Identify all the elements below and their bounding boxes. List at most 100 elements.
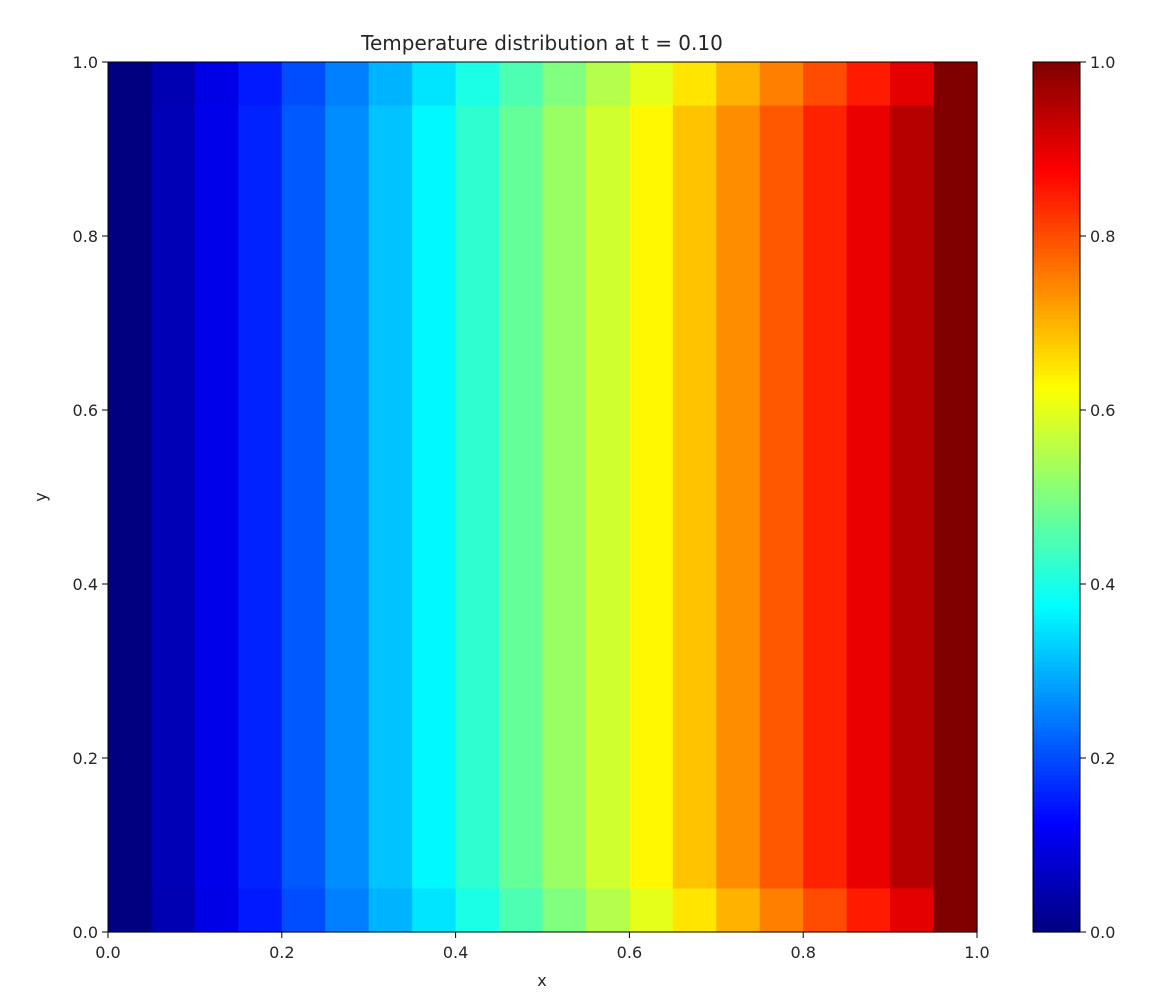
heatmap-cell — [629, 888, 674, 933]
heatmap-cell — [368, 888, 413, 933]
colorbar-segment — [1033, 392, 1080, 398]
heatmap-cell — [585, 323, 630, 368]
heatmap-cell — [629, 540, 674, 585]
heatmap-cell — [672, 410, 717, 455]
heatmap-cell — [933, 758, 978, 803]
heatmap-cell — [846, 105, 891, 150]
heatmap-cell — [499, 323, 544, 368]
x-axis-ticks: 0.0 0.2 0.4 0.6 0.8 1.0 — [95, 932, 990, 962]
heatmap-cell — [194, 627, 239, 672]
heatmap-cell — [368, 105, 413, 150]
colorbar-segment — [1033, 101, 1080, 107]
colorbar-segment — [1033, 414, 1080, 420]
colorbar-segment — [1033, 758, 1080, 763]
heatmap-cell — [933, 410, 978, 455]
y-tick-label: 0.8 — [73, 227, 98, 246]
heatmap-cell — [759, 323, 804, 368]
colorbar-segment — [1033, 879, 1080, 885]
heatmap-cell — [890, 671, 935, 716]
colorbar-segment — [1033, 270, 1080, 276]
heatmap-cell — [933, 671, 978, 716]
colorbar-segment — [1033, 466, 1080, 472]
heatmap-cell — [194, 497, 239, 542]
heatmap-cell — [803, 540, 848, 585]
heatmap-cell — [542, 149, 587, 194]
colorbar-segment — [1033, 222, 1080, 228]
heatmap-cell — [368, 671, 413, 716]
heatmap-cell — [803, 888, 848, 933]
colorbar-segment — [1033, 214, 1080, 220]
heatmap-cell — [759, 671, 804, 716]
colorbar-segment — [1033, 318, 1080, 324]
colorbar-segment — [1033, 344, 1080, 350]
x-tick-label: 0.8 — [790, 943, 815, 962]
colorbar-segment — [1033, 657, 1080, 663]
heatmap-cell — [716, 62, 761, 107]
heatmap-cell — [585, 410, 630, 455]
colorbar-segment — [1033, 557, 1080, 563]
heatmap-cell — [368, 410, 413, 455]
heatmap-cell — [499, 627, 544, 672]
colorbar-segment — [1033, 744, 1080, 750]
heatmap-cell — [542, 758, 587, 803]
heatmap-cell — [672, 888, 717, 933]
colorbar-segment — [1033, 614, 1080, 620]
colorbar-segment — [1033, 353, 1080, 359]
heatmap-cell — [803, 671, 848, 716]
heatmap-cell — [108, 497, 153, 542]
heatmap-cell — [368, 453, 413, 498]
heatmap-cell — [759, 627, 804, 672]
heatmap-cell — [890, 236, 935, 281]
heatmap-cell — [890, 540, 935, 585]
colorbar-segment — [1033, 236, 1080, 241]
heatmap-cell — [325, 236, 370, 281]
colorbar-segment — [1033, 927, 1080, 933]
heatmap-cell — [629, 758, 674, 803]
heatmap-cell — [238, 192, 283, 237]
colorbar-segment — [1033, 823, 1080, 829]
heatmap-cell — [325, 366, 370, 411]
y-tick-label: 0.6 — [73, 401, 98, 420]
heatmap-cell — [672, 453, 717, 498]
colorbar-segment — [1033, 562, 1080, 568]
heatmap-cell — [672, 671, 717, 716]
heatmap-cell — [672, 584, 717, 629]
colorbar-segment — [1033, 871, 1080, 877]
heatmap-cell — [716, 366, 761, 411]
heatmap-cell — [890, 627, 935, 672]
heatmap-cell — [455, 323, 500, 368]
colorbar-tick-label: 0.4 — [1090, 575, 1115, 594]
heatmap-cell — [281, 279, 326, 324]
colorbar-segment — [1033, 196, 1080, 202]
colorbar-segment — [1033, 192, 1080, 198]
colorbar-segment — [1033, 831, 1080, 837]
heatmap-cell — [846, 323, 891, 368]
heatmap-cell — [368, 497, 413, 542]
colorbar-segment — [1033, 527, 1080, 533]
heatmap-cell — [585, 627, 630, 672]
heatmap-cell — [499, 584, 544, 629]
y-tick-label: 0.0 — [73, 923, 98, 942]
heatmap-cell — [412, 453, 457, 498]
heatmap-cell — [455, 671, 500, 716]
heatmap-cell — [238, 497, 283, 542]
x-tick-label: 0.2 — [269, 943, 294, 962]
colorbar-segment — [1033, 679, 1080, 685]
heatmap-cell — [933, 845, 978, 890]
plot-frame — [107, 61, 978, 933]
colorbar-segment — [1033, 179, 1080, 185]
heatmap-cell — [759, 758, 804, 803]
heatmap-cell — [933, 366, 978, 411]
heatmap-cell — [455, 845, 500, 890]
heatmap-cell — [803, 584, 848, 629]
x-axis-label: x — [537, 971, 546, 988]
colorbar-segment — [1033, 92, 1080, 98]
heatmap-cell — [194, 105, 239, 150]
colorbar-segment — [1033, 453, 1080, 459]
colorbar-segment — [1033, 845, 1080, 850]
heatmap-cell — [672, 540, 717, 585]
heatmap-cell — [194, 671, 239, 716]
heatmap-cell — [325, 453, 370, 498]
heatmap-cell — [108, 149, 153, 194]
heatmap-cell — [542, 279, 587, 324]
